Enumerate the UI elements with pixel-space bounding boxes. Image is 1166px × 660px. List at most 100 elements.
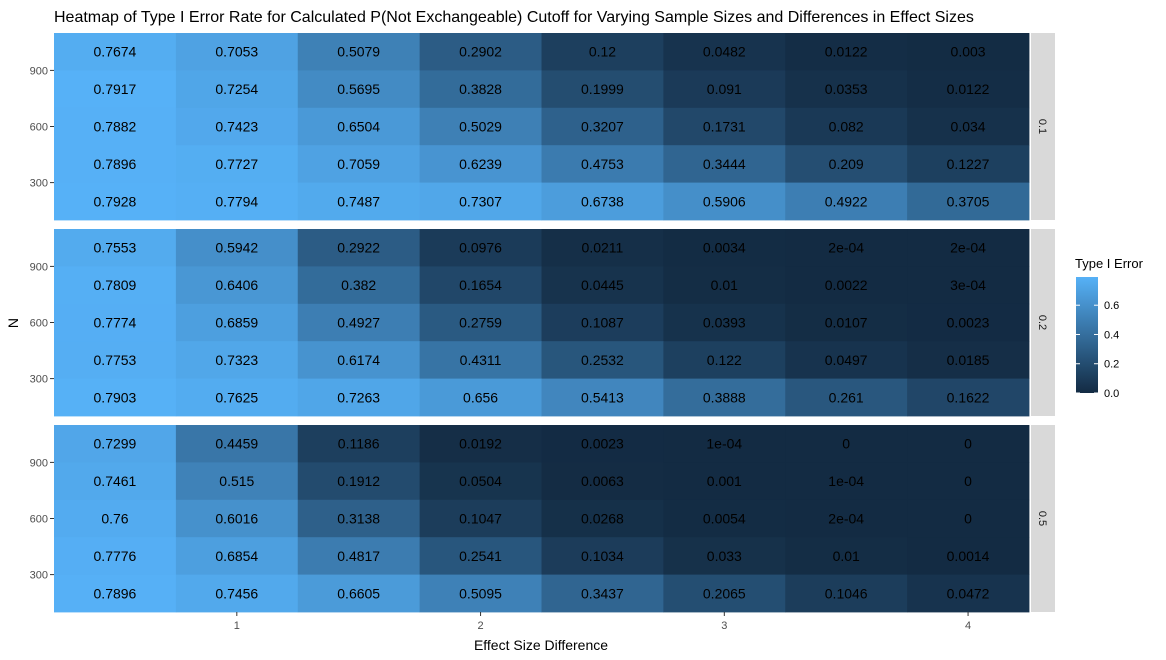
tile-label: 0 [964,436,972,452]
tile-label: 0.5095 [459,585,502,601]
heatmap-tile [419,182,542,221]
heatmap-tile [54,499,177,538]
tile-label: 0.4922 [825,193,868,209]
heatmap-tile [785,341,908,379]
tile-label: 0.7776 [94,548,137,564]
heatmap-tile [54,537,177,575]
heatmap-tile [419,378,542,417]
heatmap-tile [175,70,299,109]
tile-label: 0.0497 [825,352,868,368]
facet-strip [1031,33,1055,220]
tile-label: 0.0014 [947,548,990,564]
heatmap-tile [541,266,664,305]
tile-label: 0.6016 [215,511,258,527]
heatmap-tile [175,462,299,501]
facet-strip [1031,229,1055,416]
heatmap-tile [297,378,421,417]
y-tick-label: 300 [30,570,48,582]
tile-label: 2e-04 [828,240,864,256]
tile-label: 0.4927 [337,315,380,331]
heatmap-tile [297,266,421,305]
tile-label: 0.3888 [703,389,746,405]
tile-label: 0.1046 [825,585,868,601]
tile-label: 0.5079 [337,44,380,60]
y-tick-label: 900 [30,457,48,469]
heatmap-tile [419,537,542,575]
facet-strip [1031,425,1055,612]
tile-label: 0.082 [829,119,864,135]
heatmap-tile [175,341,299,379]
tile-label: 0.7903 [94,389,137,405]
tile-label: 0.3444 [703,156,746,172]
tile-label: 0.7917 [94,81,137,97]
heatmap-tile [54,182,177,221]
x-axis-title: Effect Size Difference [474,637,608,653]
heatmap-tile [297,537,421,575]
heatmap-tile [175,378,299,417]
heatmap-tile [419,303,542,342]
tile-label: 0.3138 [337,511,380,527]
heatmap-tile [175,229,299,267]
tile-label: 0.0472 [947,585,990,601]
legend-tick-label: 0.4 [1104,329,1119,341]
heatmap-tile [175,33,299,71]
facet-panel-0.1: 0.7674 0.7053 0.5079 0.2902 0.12 0.0482 0.0122… [30,33,1055,221]
tile-label: 0.2541 [459,548,502,564]
y-axis-title: N [5,318,21,328]
tile-label: 0.0192 [459,436,502,452]
tile-label: 0.7307 [459,193,502,209]
tile-label: 0.515 [219,473,254,489]
heatmap-tile [785,145,908,183]
tile-label: 0.0504 [459,473,502,489]
heatmap-tile [907,70,1030,109]
heatmap-tile [541,574,664,613]
heatmap-tile [663,266,786,305]
heatmap-tile [54,107,177,146]
tile-label: 0.0023 [581,436,624,452]
x-tick-label: 1 [234,620,240,632]
heatmap-tile [907,266,1030,305]
tile-label: 0.1731 [703,119,746,135]
heatmap-tile [663,70,786,109]
heatmap-tile [54,70,177,109]
heatmap-tile [907,107,1030,146]
y-tick-label: 600 [30,122,48,134]
facet-panels: 0.7674 0.7053 0.5079 0.2902 0.12 0.0482 0.0122… [30,33,1055,632]
tile-label: 0.7053 [215,44,258,60]
heatmap-tile [785,33,908,71]
tile-label: 0.2902 [459,44,502,60]
y-tick-label: 900 [30,261,48,273]
heatmap-tile [663,574,786,613]
tile-label: 2e-04 [828,511,864,527]
heatmap-tile [297,499,421,538]
tile-label: 0.0054 [703,511,746,527]
tile-label: 0.5413 [581,389,624,405]
tile-label: 0.4817 [337,548,380,564]
tile-label: 0.122 [707,352,742,368]
heatmap-tile [541,462,664,501]
heatmap-tile [663,341,786,379]
heatmap-tile [541,229,664,267]
heatmap-tile [663,145,786,183]
tile-label: 0.1999 [581,81,624,97]
legend-colorbar [1076,277,1098,393]
heatmap-tile [541,425,664,463]
heatmap-tile [785,70,908,109]
y-tick-label: 600 [30,318,48,330]
legend-title: Type I Error [1075,256,1144,271]
tile-label: 0.7727 [215,156,258,172]
tile-label: 0.2065 [703,585,746,601]
tile-label: 0.2922 [337,240,380,256]
tile-label: 0.0211 [582,240,624,256]
heatmap-tile [785,425,908,463]
x-tick-label: 4 [965,620,971,632]
tile-label: 0.5906 [703,193,746,209]
heatmap-tile [419,145,542,183]
tile-label: 0 [964,511,972,527]
heatmap-tile [785,378,908,417]
tile-label: 0.3828 [459,81,502,97]
tile-label: 0.6406 [215,277,258,293]
y-tick-label: 900 [30,65,48,77]
tile-label: 0.4459 [215,436,258,452]
heatmap-tile [175,425,299,463]
